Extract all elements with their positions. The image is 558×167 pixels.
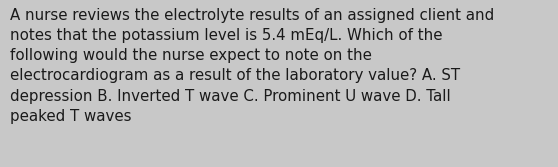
- Text: A nurse reviews the electrolyte results of an assigned client and
notes that the: A nurse reviews the electrolyte results …: [10, 8, 494, 124]
